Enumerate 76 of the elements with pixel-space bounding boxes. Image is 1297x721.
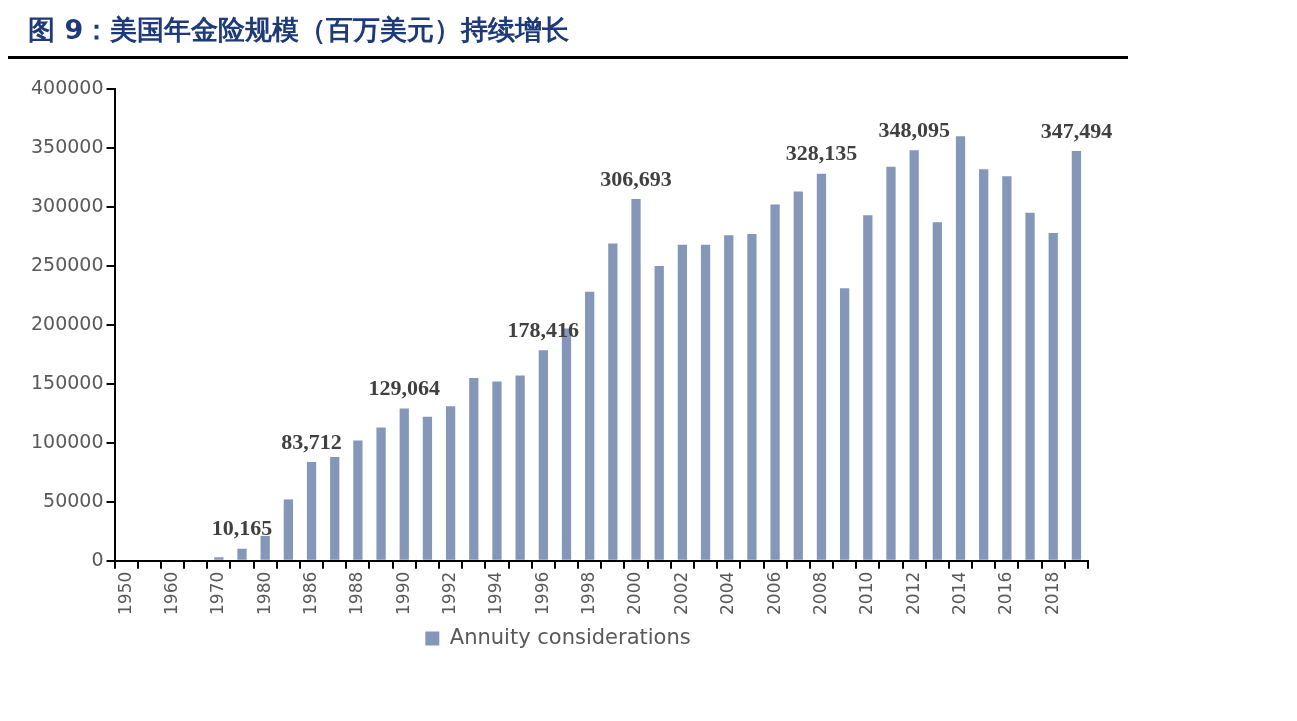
data-label: 178,416 — [507, 317, 580, 343]
bar — [770, 204, 780, 560]
x-tick-label: 1950 — [114, 571, 135, 615]
bar — [631, 199, 641, 560]
bar — [608, 243, 618, 560]
y-tick-label: 150000 — [31, 370, 104, 393]
bar — [979, 169, 989, 560]
bar — [306, 462, 317, 560]
bar — [909, 150, 919, 560]
x-tick-label: 1960 — [160, 571, 181, 615]
bar — [793, 191, 803, 560]
x-tick-label: 2008 — [809, 571, 830, 615]
bar — [445, 406, 456, 560]
bar — [376, 427, 386, 560]
y-tick-label: 300000 — [31, 193, 104, 216]
bar — [654, 265, 664, 560]
bar — [863, 215, 873, 560]
x-tick-label: 2000 — [624, 571, 645, 615]
bar — [1002, 176, 1012, 560]
bar — [283, 499, 293, 560]
bar — [214, 557, 224, 560]
data-label: 83,712 — [281, 428, 342, 454]
bar — [932, 222, 942, 560]
x-tick-label: 2006 — [763, 571, 784, 615]
y-tick-label: 400000 — [31, 75, 104, 98]
x-tick-label: 2018 — [1041, 571, 1062, 615]
x-tick-label: 2002 — [670, 571, 691, 615]
x-tick-label: 1998 — [578, 571, 599, 615]
x-tick-label: 2016 — [995, 571, 1016, 615]
legend-label: Annuity considerations — [449, 624, 691, 649]
bar — [1048, 232, 1058, 560]
bar — [469, 377, 479, 560]
x-tick-label: 1988 — [346, 571, 367, 615]
bar — [1071, 150, 1082, 560]
y-tick-label: 100000 — [31, 429, 104, 452]
y-tick-label: 50000 — [43, 488, 104, 511]
y-tick-label: 0 — [91, 547, 104, 570]
bar — [955, 136, 966, 560]
x-tick-label: 2014 — [948, 571, 969, 615]
x-tick-label: 1990 — [392, 571, 413, 615]
y-tick-label: 250000 — [31, 252, 104, 275]
bar — [353, 440, 363, 560]
data-label: 129,064 — [368, 375, 440, 401]
x-tick-label: 1996 — [531, 571, 552, 615]
bar — [515, 375, 525, 560]
x-tick-label: 1980 — [253, 571, 274, 615]
data-label: 10,165 — [211, 515, 273, 541]
x-tick-label: 1992 — [439, 571, 460, 615]
x-tick-label: 1994 — [485, 571, 506, 615]
chart-title: 图 9：美国年金险规模（百万美元）持续增长 — [8, 8, 1128, 59]
bar — [677, 244, 688, 560]
bar — [237, 548, 247, 560]
y-tick-label: 200000 — [31, 311, 104, 334]
bar — [330, 456, 340, 560]
bar — [840, 288, 850, 560]
bar — [816, 173, 827, 560]
data-label: 348,095 — [878, 116, 950, 142]
bar — [724, 235, 734, 560]
bar — [422, 416, 433, 560]
x-tick-label: 2004 — [717, 571, 738, 615]
x-tick-label: 1986 — [299, 571, 320, 615]
bar — [492, 381, 502, 560]
bar — [747, 234, 757, 560]
bar — [886, 166, 896, 560]
y-tick-label: 350000 — [31, 134, 104, 157]
data-label: 347,494 — [1040, 117, 1113, 143]
x-tick-label: 2012 — [902, 571, 923, 615]
data-label: 306,693 — [600, 165, 672, 191]
bar — [700, 244, 711, 560]
data-label: 328,135 — [785, 140, 858, 166]
bar — [585, 291, 595, 560]
bar — [399, 408, 409, 560]
x-tick-label: 2010 — [856, 571, 877, 615]
bar — [538, 350, 548, 560]
bar — [1025, 212, 1035, 560]
x-tick-label: 1970 — [207, 571, 228, 615]
